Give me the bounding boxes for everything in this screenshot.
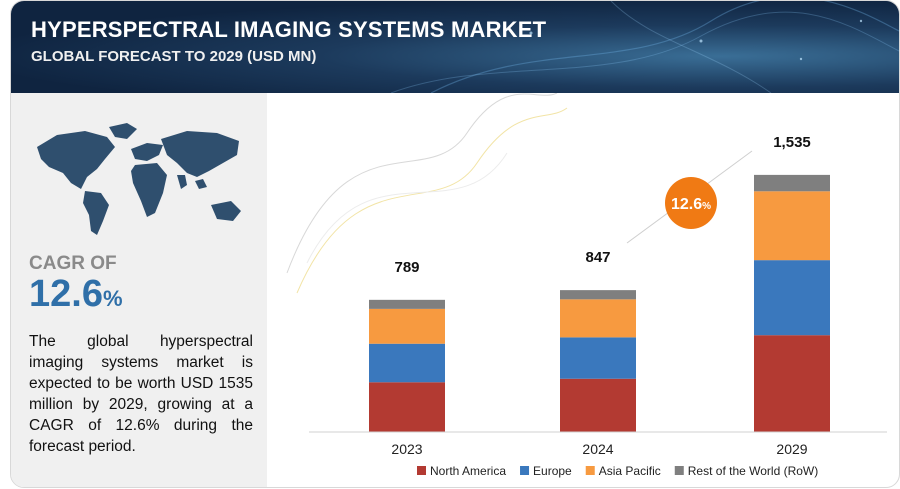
header-decoration [390, 1, 899, 93]
cagr-value: 12.6% [29, 273, 123, 316]
legend-swatch-asia-pacific [585, 466, 595, 475]
bar-2023-rest-of-the-world-row [369, 299, 445, 309]
bar-2023-north-america [369, 382, 445, 432]
total-label-2024: 847 [585, 249, 610, 266]
legend-swatch-rest-of-the-world-row [674, 466, 684, 475]
page-title: HYPERSPECTRAL IMAGING SYSTEMS MARKET [31, 17, 547, 42]
bar-2029-rest-of-the-world-row [754, 174, 830, 192]
cagr-number: 12.6 [29, 273, 103, 315]
legend-swatch-north-america [417, 466, 426, 475]
cagr-bubble-circle [665, 177, 717, 229]
x-tick-2029: 2029 [776, 441, 807, 457]
bar-2024-north-america [560, 378, 636, 432]
legend-label-europe: Europe [533, 464, 572, 478]
bar-2023-asia-pacific [369, 308, 445, 344]
bar-2023-europe [369, 343, 445, 383]
x-tick-2023: 2023 [391, 441, 422, 457]
header-banner: HYPERSPECTRAL IMAGING SYSTEMS MARKET GLO… [11, 1, 899, 93]
bar-2029-europe [754, 260, 830, 336]
cagr-bubble-label: 12.6% [671, 196, 711, 213]
market-description: The global hyperspectral imaging systems… [29, 333, 253, 455]
cagr-label: CAGR OF [29, 253, 117, 274]
bar-2029-north-america [754, 335, 830, 432]
total-label-2029: 1,535 [773, 134, 811, 151]
chart-legend: North America Europe Asia Pacific Rest of t… [417, 464, 818, 478]
chart-decoration [286, 93, 568, 294]
page-subtitle: GLOBAL FORECAST TO 2029 (USD MN) [31, 48, 317, 65]
total-label-2023: 789 [394, 259, 419, 276]
cagr-unit: % [102, 286, 123, 311]
x-tick-2024: 2024 [582, 441, 613, 457]
legend-label-north-america: North America [430, 464, 506, 478]
world-map-icon [37, 123, 241, 235]
bar-2024-asia-pacific [560, 299, 636, 338]
market-chart: 789 2023 847 2024 1,535 2029 12.6% North Amer… [286, 93, 887, 478]
legend-label-asia-pacific: Asia Pacific [599, 464, 661, 478]
infographic-frame: HYPERSPECTRAL IMAGING SYSTEMS MARKET GLO… [10, 0, 900, 488]
bar-2024-europe [560, 337, 636, 379]
summary-panel: CAGR OF 12.6% The global hyperspectral i… [11, 93, 267, 487]
legend-swatch-europe [520, 466, 530, 475]
bar-2029-asia-pacific [754, 191, 830, 261]
legend-label-rest-of-the-world-row: Rest of the World (RoW) [688, 464, 818, 478]
bar-2024-rest-of-the-world-row [560, 290, 636, 300]
cagr-bubble: 12.6% [665, 177, 717, 229]
